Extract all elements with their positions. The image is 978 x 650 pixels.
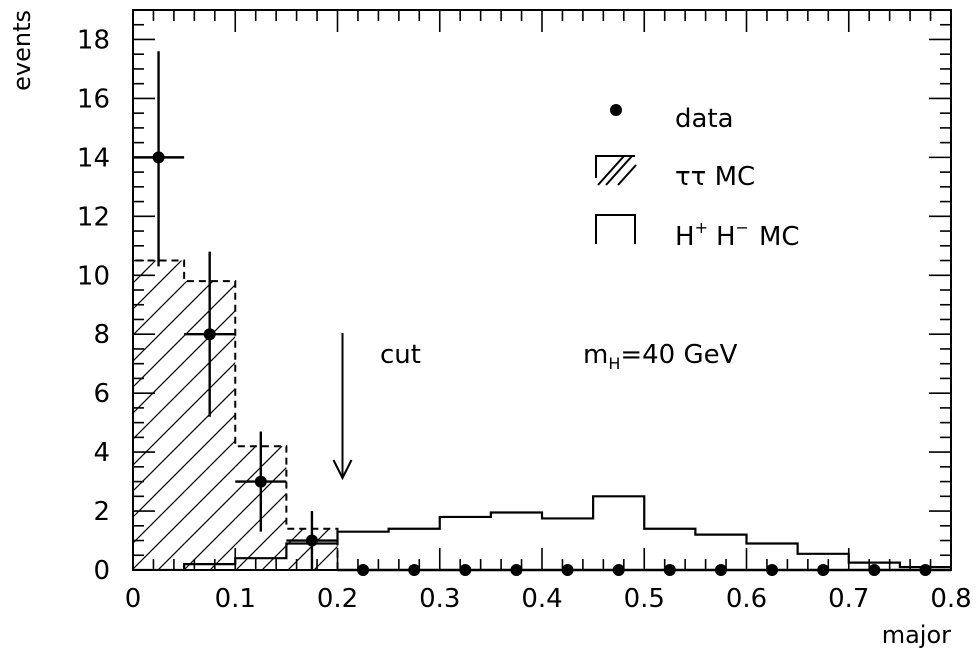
- legend-hh-sup2: −: [736, 218, 749, 237]
- tautau-bar-0: [133, 260, 185, 570]
- legend-hh-swatch: [595, 214, 636, 244]
- legend-hh-h2: H: [716, 222, 736, 252]
- x-tick-label-3: 0.3: [419, 584, 460, 614]
- x-tick-label-0: 0: [125, 584, 142, 614]
- legend-hh-mc: MC: [759, 222, 800, 252]
- y-tick-labels: 0 2 4 6 8 10 12 14 16 18: [77, 25, 110, 586]
- y-axis-ticks: [133, 9, 951, 571]
- y-tick-label-3: 6: [93, 379, 110, 409]
- data-point-1: [203, 328, 216, 341]
- x-tick-label-7: 0.7: [828, 584, 869, 614]
- cut-arrow-head: [332, 459, 353, 481]
- y-tick-label-1: 2: [93, 497, 110, 527]
- mass-sub: H: [608, 354, 620, 373]
- y-tick-label-8: 16: [77, 84, 110, 114]
- y-tick-label-2: 4: [93, 438, 110, 468]
- y-tick-label-9: 18: [77, 25, 110, 55]
- legend-tautau-label: ττ MC: [675, 162, 755, 192]
- y-tick-label-4: 8: [93, 320, 110, 350]
- legend-data-label: data: [675, 104, 734, 134]
- x-axis-ticks: [132, 10, 952, 570]
- legend-data-marker: [610, 104, 622, 116]
- data-point-3: [305, 534, 318, 547]
- x-tick-label-8: 0.8: [930, 584, 971, 614]
- hh-outline: [133, 495, 951, 570]
- legend-hh-h1: H: [675, 222, 695, 252]
- y-tick-label-0: 0: [93, 556, 110, 586]
- tautau-histogram: [133, 259, 951, 570]
- x-tick-label-6: 0.6: [726, 584, 767, 614]
- mass-annotation: mH=40 GeV: [583, 340, 738, 373]
- x-tick-label-2: 0.2: [317, 584, 358, 614]
- x-tick-label-1: 0.1: [215, 584, 256, 614]
- y-tick-label-5: 10: [77, 261, 110, 291]
- y-tick-label-6: 12: [77, 202, 110, 232]
- hh-histogram: [133, 495, 951, 570]
- x-axis-title: major: [882, 621, 951, 649]
- x-tick-label-5: 0.5: [624, 584, 665, 614]
- cut-annotation: cut: [332, 333, 421, 481]
- x-tick-label-4: 0.4: [521, 584, 562, 614]
- legend: data ττ MC H+ H− MC: [595, 104, 800, 252]
- legend-tautau-swatch: [595, 155, 637, 186]
- legend-hh-sup1: +: [695, 218, 708, 237]
- y-axis-title: events: [8, 10, 36, 91]
- mass-m: m: [583, 340, 608, 370]
- cut-label: cut: [380, 340, 421, 370]
- x-tick-labels: 0 0.1 0.2 0.3 0.4 0.5 0.6 0.7 0.8: [125, 584, 972, 614]
- mass-value: =40 GeV: [620, 340, 737, 370]
- data-point-2: [254, 475, 267, 488]
- data-point-0: [152, 151, 165, 164]
- y-tick-label-7: 14: [77, 143, 110, 173]
- legend-hh-label: H+ H− MC: [675, 218, 800, 252]
